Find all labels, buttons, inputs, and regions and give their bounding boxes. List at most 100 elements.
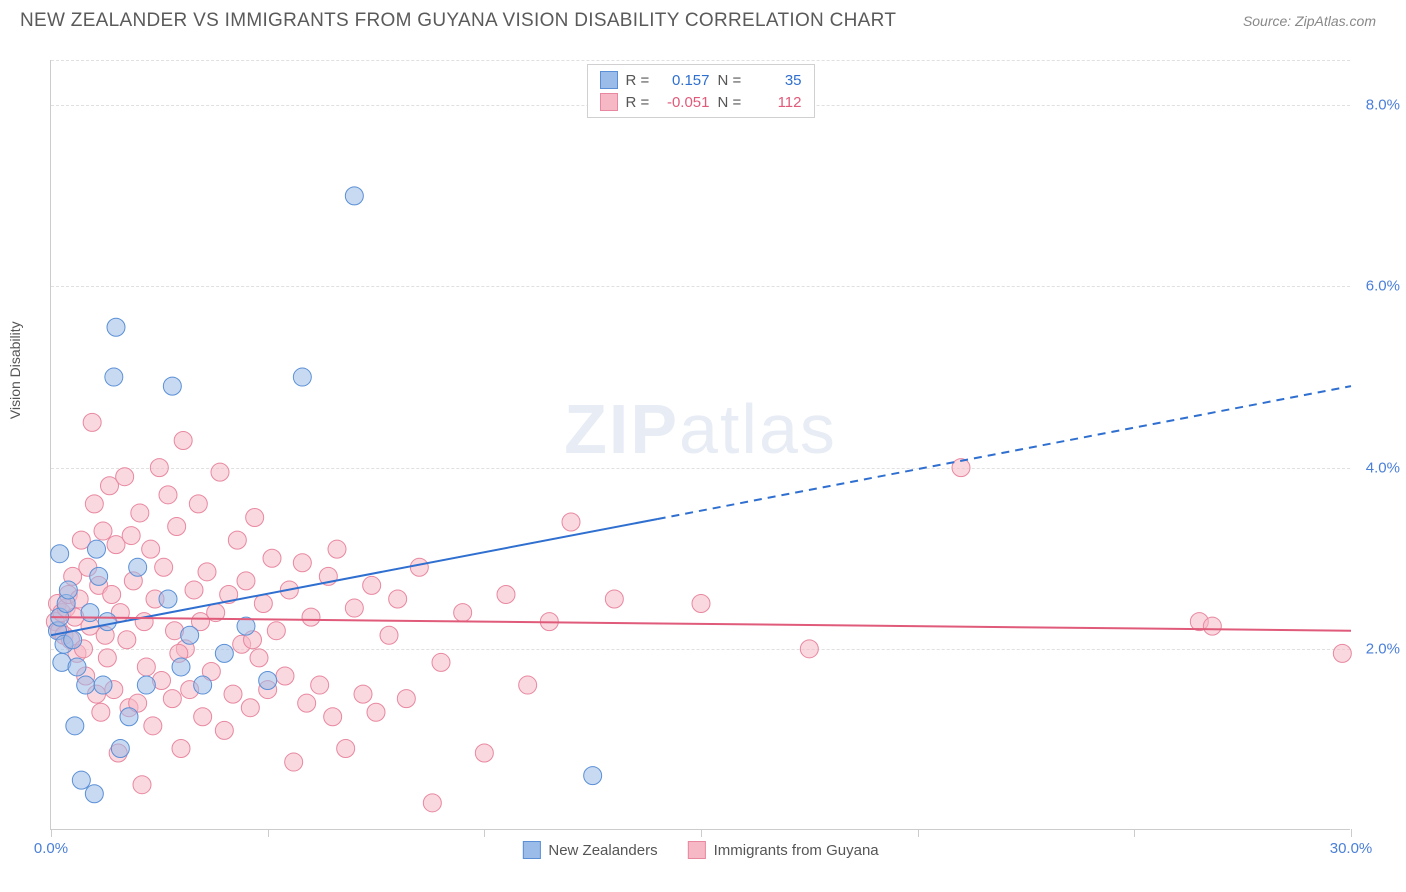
scatter-point-guyana xyxy=(131,504,149,522)
scatter-point-nz xyxy=(85,785,103,803)
scatter-point-guyana xyxy=(311,676,329,694)
scatter-point-guyana xyxy=(122,527,140,545)
scatter-point-guyana xyxy=(1333,644,1351,662)
scatter-point-guyana xyxy=(83,413,101,431)
scatter-point-guyana xyxy=(562,513,580,531)
scatter-point-guyana xyxy=(116,468,134,486)
scatter-point-guyana xyxy=(254,595,272,613)
scatter-point-guyana xyxy=(185,581,203,599)
scatter-point-nz xyxy=(137,676,155,694)
scatter-point-guyana xyxy=(389,590,407,608)
scatter-point-nz xyxy=(172,658,190,676)
scatter-point-guyana xyxy=(345,599,363,617)
bottom-legend: New Zealanders Immigrants from Guyana xyxy=(522,841,878,859)
trendline-nz-extrapolated xyxy=(658,386,1351,519)
scatter-point-nz xyxy=(51,545,69,563)
scatter-point-guyana xyxy=(328,540,346,558)
swatch-nz xyxy=(600,71,618,89)
chart-area: Vision Disability ZIPatlas 2.0%4.0%6.0%8… xyxy=(50,60,1380,860)
scatter-point-nz xyxy=(81,604,99,622)
x-tick xyxy=(1134,829,1135,837)
scatter-point-nz xyxy=(68,658,86,676)
scatter-point-guyana xyxy=(194,708,212,726)
legend-swatch-nz xyxy=(522,841,540,859)
scatter-point-guyana xyxy=(605,590,623,608)
r-value-nz: 0.157 xyxy=(660,72,710,89)
scatter-point-guyana xyxy=(475,744,493,762)
scatter-point-guyana xyxy=(263,549,281,567)
scatter-point-guyana xyxy=(174,431,192,449)
source-attribution: Source: ZipAtlas.com xyxy=(1243,13,1376,29)
scatter-point-guyana xyxy=(144,717,162,735)
n-value-nz: 35 xyxy=(752,72,802,89)
scatter-point-guyana xyxy=(103,585,121,603)
plot-region: ZIPatlas 2.0%4.0%6.0%8.0% R = 0.157 N = … xyxy=(50,60,1350,830)
legend-item-guyana: Immigrants from Guyana xyxy=(688,841,879,859)
scatter-point-guyana xyxy=(302,608,320,626)
scatter-point-nz xyxy=(194,676,212,694)
scatter-point-guyana xyxy=(98,649,116,667)
scatter-point-guyana xyxy=(246,508,264,526)
scatter-point-guyana xyxy=(215,721,233,739)
y-tick-label: 2.0% xyxy=(1366,640,1400,657)
scatter-point-guyana xyxy=(241,699,259,717)
scatter-point-guyana xyxy=(198,563,216,581)
scatter-point-nz xyxy=(88,540,106,558)
scatter-point-nz xyxy=(215,644,233,662)
scatter-point-nz xyxy=(181,626,199,644)
x-tick xyxy=(268,829,269,837)
scatter-point-nz xyxy=(293,368,311,386)
scatter-point-guyana xyxy=(172,739,190,757)
correlation-stats-box: R = 0.157 N = 35 R = -0.051 N = 112 xyxy=(587,64,815,118)
scatter-point-guyana xyxy=(497,585,515,603)
scatter-point-guyana xyxy=(92,703,110,721)
scatter-point-guyana xyxy=(354,685,372,703)
scatter-point-guyana xyxy=(189,495,207,513)
scatter-point-guyana xyxy=(380,626,398,644)
scatter-point-guyana xyxy=(155,558,173,576)
y-axis-label: Vision Disability xyxy=(7,321,23,419)
scatter-point-guyana xyxy=(137,658,155,676)
y-tick-label: 8.0% xyxy=(1366,97,1400,114)
scatter-point-guyana xyxy=(150,459,168,477)
scatter-point-nz xyxy=(259,672,277,690)
scatter-point-nz xyxy=(59,581,77,599)
scatter-point-guyana xyxy=(142,540,160,558)
scatter-point-nz xyxy=(94,676,112,694)
chart-header: NEW ZEALANDER VS IMMIGRANTS FROM GUYANA … xyxy=(0,0,1406,42)
y-tick-label: 4.0% xyxy=(1366,459,1400,476)
y-tick-label: 6.0% xyxy=(1366,278,1400,295)
scatter-point-nz xyxy=(129,558,147,576)
swatch-guyana xyxy=(600,93,618,111)
scatter-point-nz xyxy=(163,377,181,395)
scatter-svg xyxy=(51,60,1351,830)
x-tick xyxy=(1351,829,1352,837)
stats-row-nz: R = 0.157 N = 35 xyxy=(600,69,802,91)
scatter-point-nz xyxy=(77,676,95,694)
scatter-point-guyana xyxy=(250,649,268,667)
scatter-point-guyana xyxy=(133,776,151,794)
scatter-point-guyana xyxy=(159,486,177,504)
scatter-point-guyana xyxy=(293,554,311,572)
scatter-point-guyana xyxy=(410,558,428,576)
scatter-point-guyana xyxy=(237,572,255,590)
stats-row-guyana: R = -0.051 N = 112 xyxy=(600,91,802,113)
scatter-point-nz xyxy=(105,368,123,386)
scatter-point-guyana xyxy=(94,522,112,540)
scatter-point-nz xyxy=(120,708,138,726)
x-tick-label: 30.0% xyxy=(1330,840,1373,857)
scatter-point-guyana xyxy=(800,640,818,658)
scatter-point-guyana xyxy=(276,667,294,685)
r-value-guyana: -0.051 xyxy=(660,94,710,111)
scatter-point-guyana xyxy=(397,690,415,708)
x-tick xyxy=(701,829,702,837)
scatter-point-nz xyxy=(64,631,82,649)
scatter-point-guyana xyxy=(211,463,229,481)
scatter-point-guyana xyxy=(337,739,355,757)
scatter-point-guyana xyxy=(118,631,136,649)
scatter-point-guyana xyxy=(454,604,472,622)
scatter-point-guyana xyxy=(324,708,342,726)
scatter-point-guyana xyxy=(228,531,246,549)
scatter-point-guyana xyxy=(85,495,103,513)
n-value-guyana: 112 xyxy=(752,94,802,111)
